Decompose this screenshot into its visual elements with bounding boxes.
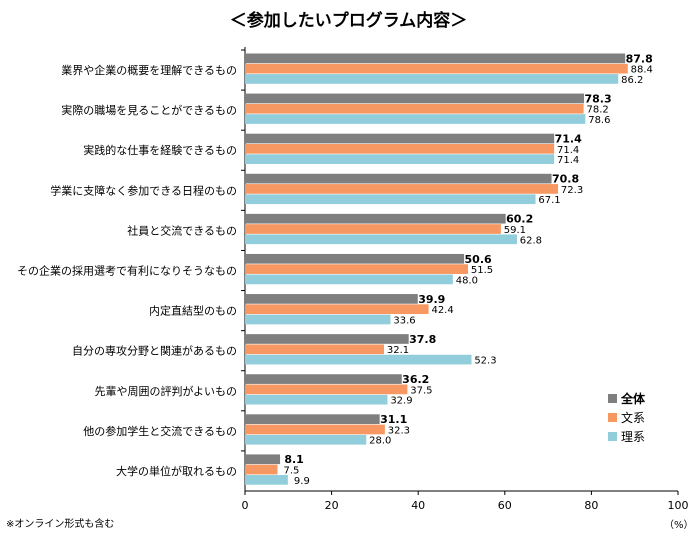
- bar-理系: [245, 74, 619, 84]
- bar-理系: [245, 114, 586, 124]
- data-label: 42.4: [431, 305, 453, 316]
- legend-label-全体: 全体: [620, 391, 646, 406]
- data-label: 8.1: [284, 453, 304, 466]
- legend-swatch-全体: [608, 394, 617, 403]
- category-label: 実践的な仕事を経験できるもの: [83, 143, 237, 157]
- data-label: 71.4: [557, 155, 579, 166]
- data-label: 71.4: [555, 132, 582, 145]
- category-label: 先輩や周囲の評判がよいもの: [95, 384, 237, 398]
- bar-理系: [245, 354, 472, 365]
- x-tick-label: 100: [668, 499, 689, 512]
- bar-理系: [245, 234, 517, 245]
- bar-文系: [245, 143, 555, 154]
- x-axis-unit-label: （%）: [664, 520, 694, 531]
- x-tick-label: 60: [498, 499, 512, 512]
- x-tick-label: 20: [325, 499, 339, 512]
- bar-全体: [245, 253, 465, 264]
- bar-全体: [245, 173, 552, 184]
- bar-全体: [245, 414, 380, 425]
- bar-文系: [245, 103, 584, 114]
- bar-理系: [245, 154, 555, 164]
- x-tick-label: 0: [242, 499, 249, 512]
- bar-文系: [245, 344, 384, 355]
- data-label: 62.8: [520, 235, 542, 246]
- data-label: 9.9: [294, 476, 310, 487]
- data-label: 33.6: [393, 315, 415, 326]
- data-label: 88.4: [631, 65, 653, 76]
- data-label: 87.8: [626, 52, 653, 65]
- footnote: ※オンライン形式も含む: [6, 519, 115, 530]
- category-label: その企業の採用選考で有利になりそうなもの: [17, 264, 237, 278]
- bar-文系: [245, 304, 429, 315]
- data-label: 71.4: [557, 145, 579, 156]
- bar-文系: [245, 384, 408, 395]
- bar-全体: [245, 53, 626, 64]
- bar-全体: [245, 93, 585, 104]
- category-label: 大学の単位が取れるもの: [116, 464, 237, 478]
- x-tick-label: 40: [411, 499, 425, 512]
- bar-全体: [245, 294, 418, 304]
- data-label: 51.5: [471, 265, 493, 276]
- bar-全体: [245, 454, 281, 465]
- data-label: 78.6: [588, 115, 610, 126]
- bar-理系: [245, 475, 288, 485]
- data-label: 36.2: [402, 373, 429, 386]
- data-label: 72.3: [561, 185, 583, 196]
- category-label: 自分の専攻分野と関連があるもの: [72, 344, 237, 358]
- data-label: 50.6: [465, 253, 492, 266]
- x-tick-label: 80: [584, 499, 598, 512]
- data-label: 32.3: [388, 425, 410, 436]
- data-label: 67.1: [538, 195, 560, 206]
- category-label: 他の参加学生と交流できるもの: [83, 424, 237, 438]
- data-label: 78.2: [586, 105, 608, 116]
- data-label: 59.1: [504, 225, 526, 236]
- bar-理系: [245, 274, 453, 285]
- data-label: 39.9: [418, 293, 445, 306]
- bar-文系: [245, 264, 468, 274]
- data-label: 32.9: [390, 396, 412, 407]
- legend-label-文系: 文系: [621, 410, 645, 425]
- bar-理系: [245, 434, 367, 445]
- data-label: 7.5: [284, 466, 300, 477]
- data-label: 52.3: [474, 356, 496, 367]
- bar-文系: [245, 63, 628, 74]
- data-label: 28.0: [369, 436, 391, 447]
- legend-swatch-文系: [608, 413, 617, 422]
- data-label: 32.1: [387, 345, 409, 356]
- data-label: 86.2: [621, 75, 643, 86]
- data-label: 48.0: [456, 275, 478, 286]
- legend-label-理系: 理系: [621, 430, 645, 444]
- bar-全体: [245, 374, 402, 384]
- bar-文系: [245, 184, 559, 194]
- bar-理系: [245, 394, 388, 405]
- category-label: 学業に支障なく参加できる日程のもの: [50, 183, 237, 197]
- data-label: 60.2: [506, 213, 533, 226]
- category-label: 社員と交流できるもの: [127, 223, 237, 237]
- data-label: 70.8: [552, 173, 579, 186]
- data-label: 78.3: [584, 92, 611, 105]
- bar-全体: [245, 334, 409, 344]
- bar-文系: [245, 424, 385, 435]
- category-label: 実際の職場を見ることができるもの: [61, 103, 237, 117]
- data-label: 37.8: [409, 333, 436, 346]
- bar-文系: [245, 464, 278, 475]
- bar-全体: [245, 133, 555, 144]
- bar-文系: [245, 224, 501, 234]
- bar-理系: [245, 314, 391, 325]
- data-label: 31.1: [380, 413, 407, 426]
- bar-全体: [245, 213, 506, 224]
- chart-title: ＜参加したいプログラム内容＞: [229, 11, 468, 31]
- bar-理系: [245, 194, 536, 205]
- data-label: 37.5: [410, 385, 432, 396]
- legend-swatch-理系: [608, 432, 617, 441]
- category-label: 業界や企業の概要を理解できるもの: [61, 63, 237, 77]
- category-label: 内定直結型のもの: [149, 304, 237, 318]
